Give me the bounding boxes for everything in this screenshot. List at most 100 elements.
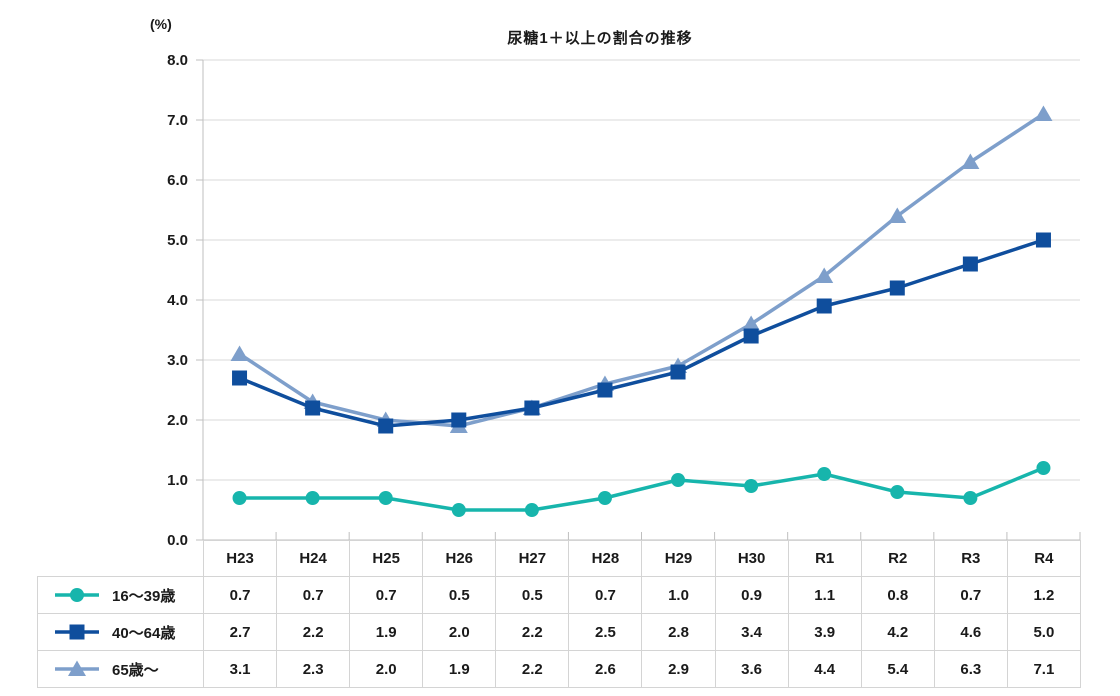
legend-cell-age-65-plus: 65歳～: [37, 650, 204, 688]
square-marker-icon: [670, 364, 686, 380]
value-cell: 2.2: [495, 650, 570, 688]
value-cell: 5.0: [1006, 613, 1081, 651]
value-cell: 0.8: [860, 576, 935, 614]
category-label: H23: [202, 540, 278, 577]
value-cell: 0.7: [349, 576, 424, 614]
legend-square-marker-icon: [55, 624, 99, 640]
value-cell: 2.7: [202, 613, 278, 651]
value-cell: 7.1: [1006, 650, 1081, 688]
category-label: R1: [787, 540, 862, 577]
value-cell: 0.5: [495, 576, 570, 614]
legend-cell-age-16-39: 16～39歳: [37, 576, 204, 614]
category-label: R3: [933, 540, 1008, 577]
value-cell: 0.7: [933, 576, 1008, 614]
value-cell: 2.5: [568, 613, 643, 651]
value-cell: 3.1: [202, 650, 278, 688]
value-cell: 0.9: [714, 576, 789, 614]
y-axis-tick-label: 8.0: [167, 52, 188, 69]
circle-marker-icon: [1036, 461, 1051, 475]
value-cell: 1.1: [787, 576, 862, 614]
series-row-age-65-plus: 65歳～ 3.1 2.3 2.0 1.9 2.2 2.6 2.9 3.6 4.4 5.4 6.3 7.1: [37, 650, 1081, 688]
circle-marker-icon: [597, 491, 612, 505]
value-cell: 1.9: [422, 650, 497, 688]
square-marker-icon: [378, 418, 394, 434]
circle-marker-icon: [744, 479, 759, 493]
square-marker-icon: [1035, 232, 1051, 248]
series-line: [239, 466, 1045, 512]
triangle-marker-icon: [815, 267, 834, 283]
square-marker-icon: [69, 624, 85, 640]
y-axis-tick-label: 7.0: [167, 112, 188, 129]
square-marker-icon: [305, 400, 321, 416]
series-age-16-39: [232, 461, 1051, 517]
series-name-label: 65歳～: [112, 661, 159, 679]
value-cell: 0.5: [422, 576, 497, 614]
chart-title: 尿糖1＋以上の割合の推移: [507, 30, 693, 47]
value-cell: 0.7: [202, 576, 278, 614]
circle-marker-icon: [817, 467, 832, 481]
y-axis-unit-label: (%): [150, 16, 172, 32]
legend-cell-age-40-64: 40～64歳: [37, 613, 204, 651]
value-cell: 3.9: [787, 613, 862, 651]
value-cell: 1.9: [349, 613, 424, 651]
legend-circle-marker-icon: [55, 588, 99, 602]
y-axis-tick-label: 4.0: [167, 292, 188, 309]
value-cell: 2.6: [568, 650, 643, 688]
legend-spacer: [38, 541, 204, 577]
value-cell: 0.7: [276, 576, 351, 614]
category-row: H23 H24 H25 H26 H27 H28 H29 H30 R1 R2 R3 R4: [38, 540, 1081, 577]
triangle-marker-icon: [888, 207, 907, 223]
value-cell: 5.4: [860, 650, 935, 688]
legend-entry: 40～64歳: [54, 622, 203, 643]
square-marker-icon: [597, 382, 613, 398]
series-row-age-40-64: 40～64歳 2.7 2.2 1.9 2.0 2.2 2.5 2.8 3.4 3.9 4.2 4.6 5…: [37, 613, 1081, 651]
circle-marker-icon: [232, 491, 247, 505]
value-cell: 1.0: [641, 576, 716, 614]
category-label: H29: [641, 540, 716, 577]
square-marker-icon: [816, 298, 832, 314]
line-chart-plot: 0.0 1.0 2.0 3.0 4.0 5.0 6.0 7.0 8.0: [167, 52, 1081, 548]
square-marker-icon: [743, 328, 759, 344]
value-cell: 3.4: [714, 613, 789, 651]
triangle-marker-icon: [230, 345, 249, 361]
y-axis-tick-label: 5.0: [167, 232, 188, 249]
value-cell: 2.0: [422, 613, 497, 651]
category-label: H28: [568, 540, 643, 577]
circle-marker-icon: [524, 503, 539, 517]
category-label: H27: [495, 540, 570, 577]
value-cell: 4.6: [933, 613, 1008, 651]
legend-triangle-marker-icon: [55, 660, 99, 676]
value-cell: 4.4: [787, 650, 862, 688]
y-axis-tick-label: 6.0: [167, 172, 188, 189]
circle-marker-icon: [890, 485, 905, 499]
circle-marker-icon: [963, 491, 978, 505]
square-marker-icon: [524, 400, 540, 416]
series-line: [238, 112, 1045, 428]
value-cell: 6.3: [933, 650, 1008, 688]
square-marker-icon: [962, 256, 978, 272]
triangle-marker-icon: [68, 660, 86, 676]
series-name-label: 16～39歳: [112, 587, 176, 605]
category-label: H26: [422, 540, 497, 577]
value-cell: 4.2: [860, 613, 935, 651]
category-label: R4: [1006, 540, 1081, 577]
data-table: H23 H24 H25 H26 H27 H28 H29 H30 R1 R2 R3 R4 16～39歳 0.…: [37, 540, 1081, 688]
category-label: H30: [714, 540, 789, 577]
y-axis-tick-label: 3.0: [167, 352, 188, 369]
category-label: H25: [349, 540, 424, 577]
legend-entry: 65歳～: [54, 659, 203, 680]
square-marker-icon: [889, 280, 905, 296]
triangle-marker-icon: [961, 153, 980, 169]
legend-entry: 16～39歳: [54, 585, 203, 606]
square-marker-icon: [232, 370, 248, 386]
circle-marker-icon: [378, 491, 393, 505]
value-cell: 2.8: [641, 613, 716, 651]
circle-marker-icon: [671, 473, 686, 487]
category-label: R2: [860, 540, 935, 577]
series-name-label: 40～64歳: [112, 624, 176, 642]
value-cell: 2.9: [641, 650, 716, 688]
series-age-65-plus: [230, 105, 1053, 433]
triangle-marker-icon: [1034, 105, 1053, 121]
y-axis-tick-label: 2.0: [167, 412, 188, 429]
